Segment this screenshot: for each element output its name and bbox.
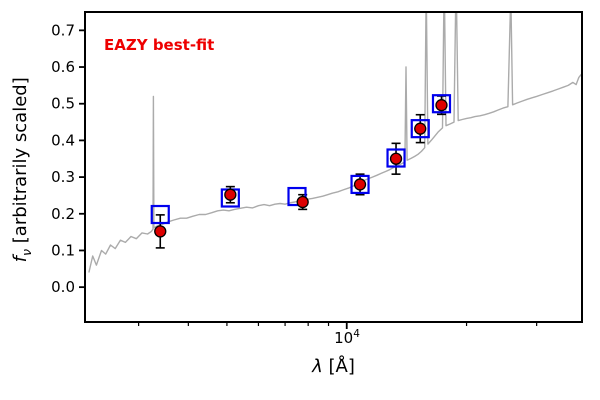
model-photometry-squares bbox=[150, 94, 452, 225]
x-tick-exp: 4 bbox=[353, 328, 360, 340]
x-axis-label-lambda: λ bbox=[312, 356, 323, 377]
y-tick-label: 0.7 bbox=[51, 21, 75, 39]
x-axis-label-units: [Å] bbox=[322, 356, 355, 377]
y-axis-label-f: f bbox=[10, 256, 32, 263]
error-bars bbox=[155, 95, 446, 249]
annotation-eazy-best-fit: EAZY best-fit bbox=[104, 36, 215, 54]
y-axis-label: fν [arbitrarily scaled] bbox=[10, 20, 34, 320]
x-tick-label-1e4: 104 bbox=[325, 328, 369, 347]
y-tick-label: 0.3 bbox=[51, 168, 75, 186]
y-tick-label: 0.1 bbox=[51, 241, 75, 259]
x-tick-base: 10 bbox=[334, 329, 354, 347]
y-tick-label: 0.0 bbox=[51, 278, 75, 296]
observed-photometry-points bbox=[154, 99, 448, 238]
x-axis-label: λ [Å] bbox=[85, 356, 582, 377]
y-tick-label: 0.4 bbox=[51, 131, 75, 149]
y-tick-label: 0.6 bbox=[51, 58, 75, 76]
y-tick-label: 0.2 bbox=[51, 205, 75, 223]
y-tick-label: 0.5 bbox=[51, 95, 75, 113]
axes-frame: 0.0 0.1 0.2 0.3 0.4 0.5 0.6 0.7 bbox=[51, 11, 583, 329]
y-axis-label-nu: ν bbox=[18, 248, 34, 256]
y-axis-label-rest: [arbitrarily scaled] bbox=[10, 77, 32, 249]
